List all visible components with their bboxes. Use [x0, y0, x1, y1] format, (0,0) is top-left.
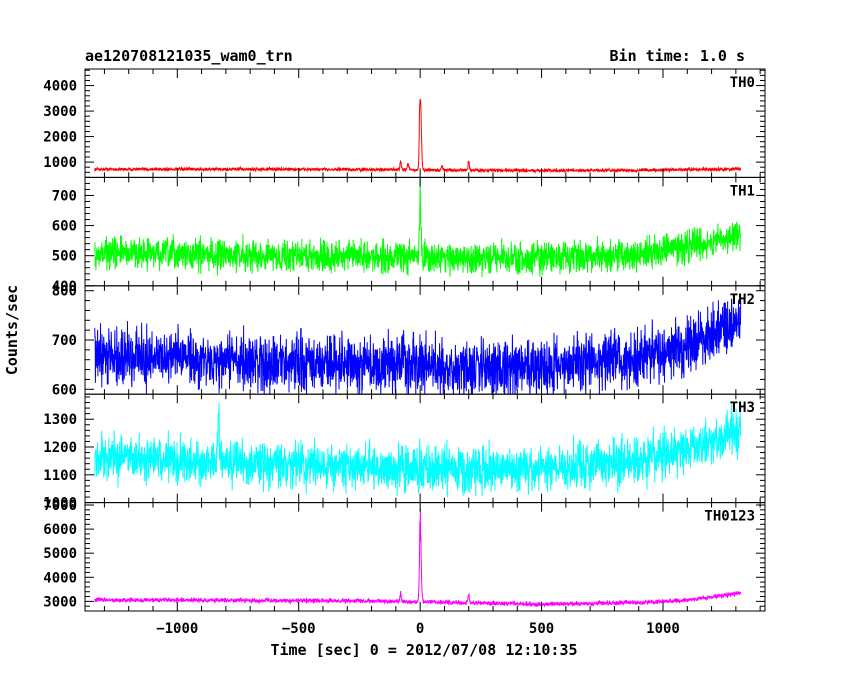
y-tick-label: 3000	[43, 104, 77, 120]
panel-name-label: TH3	[730, 400, 755, 416]
y-tick-label: 6000	[43, 522, 77, 538]
y-tick-label: 800	[52, 284, 77, 300]
y-tick-label: 7000	[43, 498, 77, 514]
panel-frame	[84, 176, 766, 287]
panels-group: 1000 2000 3000 4000 TH0 400 500 600 700 TH1 600 700…	[43, 68, 766, 612]
panel-name-label: TH0	[730, 75, 755, 91]
y-tick-label: 3000	[43, 594, 77, 610]
x-tick-label: 500	[529, 621, 554, 637]
y-tick-label: 4000	[43, 570, 77, 586]
series-th2	[94, 298, 742, 395]
panel-th1: 400 500 600 700 TH1	[52, 176, 766, 295]
y-tick-label: 1300	[43, 412, 77, 428]
x-axis: −1000 −500 0 500 1000	[156, 621, 680, 637]
y-tick-label: 600	[52, 382, 77, 398]
panel-name-label: TH0123	[704, 509, 755, 525]
y-tick-label: 2000	[43, 130, 77, 146]
bin-time-label: Bin time: 1.0 s	[610, 47, 745, 65]
y-tick-label: 1000	[43, 496, 77, 512]
y-tick-label: 500	[52, 249, 77, 265]
y-tick-label: 5000	[43, 546, 77, 562]
panel-frame	[84, 68, 766, 178]
y-tick-label: 600	[52, 219, 77, 235]
y-tick-label: 700	[52, 188, 77, 204]
x-axis-label: Time [sec] 0 = 2012/07/08 12:10:35	[270, 641, 577, 659]
panel-th2: 600 700 800 TH2	[52, 284, 766, 398]
x-tick-label: 1000	[646, 621, 680, 637]
y-axis-label: Counts/sec	[3, 285, 21, 375]
y-tick-label: 1200	[43, 440, 77, 456]
series-th1	[94, 177, 742, 278]
y-tick-label: 1100	[43, 468, 77, 484]
plot-title: ae120708121035_wam0_trn	[85, 47, 293, 65]
series-th3	[94, 402, 742, 498]
panel-name-label: TH2	[730, 292, 755, 308]
panel-th0123: 3000 4000 5000 6000 7000 TH0123	[43, 498, 766, 612]
y-tick-label: 4000	[43, 79, 77, 95]
panel-frame	[84, 502, 766, 612]
y-tick-label: 1000	[43, 155, 77, 171]
y-tick-label: 400	[52, 279, 77, 295]
series-th0123	[94, 508, 742, 608]
x-tick-label: 0	[416, 621, 424, 637]
panel-th3: 1000 1100 1200 1300 TH3	[43, 393, 766, 512]
y-tick-label: 700	[52, 333, 77, 349]
series-th0	[94, 98, 742, 174]
panel-th0: 1000 2000 3000 4000 TH0	[43, 68, 766, 178]
x-tick-label: −1000	[156, 621, 198, 637]
panel-name-label: TH1	[730, 183, 755, 199]
x-tick-label: −500	[282, 621, 316, 637]
